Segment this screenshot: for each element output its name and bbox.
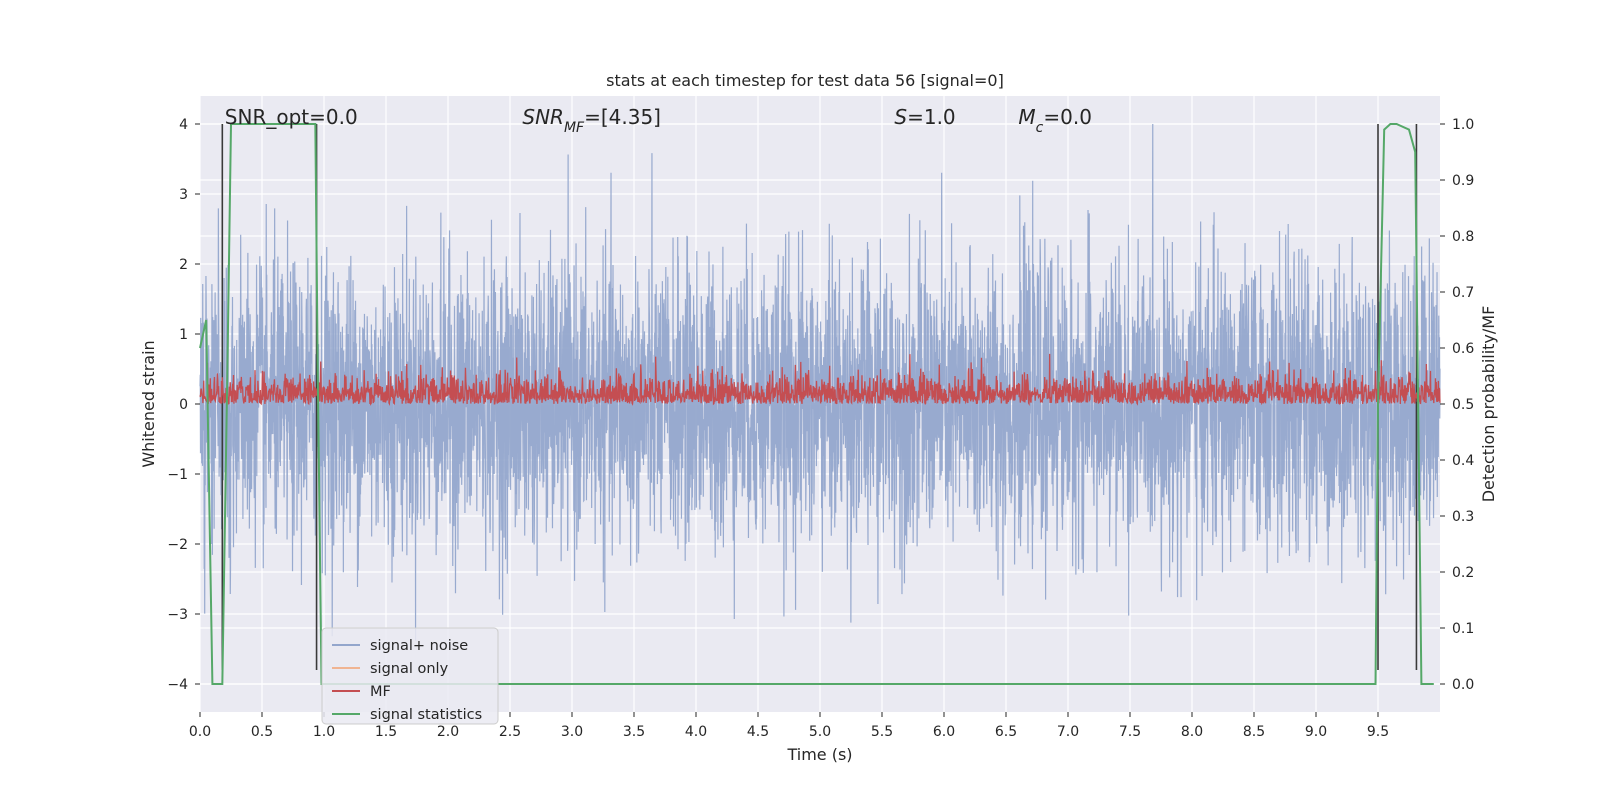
y2-tick-label-5: 0.5 [1452,397,1474,413]
x-tick-label-3: 1.5 [375,724,397,740]
x-tick-label-1: 0.5 [251,724,273,740]
y2-tick-labels: 0.0 0.1 0.2 0.3 0.4 0.5 0.6 0.7 0.8 0.9 1.0 [1440,117,1474,693]
y-tick-label-7: 3 [179,187,188,203]
x-tick-label-18: 9.0 [1305,724,1327,740]
y2-tick-label-2: 0.2 [1452,565,1474,581]
legend-label-2: MF [370,684,391,700]
y-tick-label-5: 1 [179,327,188,343]
x-tick-label-6: 3.0 [561,724,583,740]
y2-tick-label-7: 0.7 [1452,285,1474,301]
y2-tick-label-8: 0.8 [1452,229,1474,245]
y-tick-labels: −4 −3 −2 −1 0 1 2 3 4 [167,117,200,693]
y2-tick-label-4: 0.4 [1452,453,1474,469]
x-tick-label-8: 4.0 [685,724,707,740]
y-tick-label-4: 0 [179,397,188,413]
x-tick-label-17: 8.5 [1243,724,1265,740]
x-tick-label-5: 2.5 [499,724,521,740]
legend-box [321,627,499,725]
y-tick-label-6: 2 [179,257,188,273]
legend-label-3: signal statistics [370,707,482,723]
x-tick-label-0: 0.0 [189,724,211,740]
annotation-3: Mc=0.0 [1018,105,1092,136]
x-tick-label-12: 6.0 [933,724,955,740]
x-tick-label-16: 8.0 [1181,724,1203,740]
y2-tick-label-10: 1.0 [1452,117,1474,133]
x-tick-label-14: 7.0 [1057,724,1079,740]
x-tick-label-10: 5.0 [809,724,831,740]
x-tick-label-4: 2.0 [437,724,459,740]
y-tick-label-3: −1 [167,467,188,483]
chart-title: stats at each timestep for test data 56 … [606,71,1004,90]
x-tick-labels: 0.0 0.5 1.0 1.5 2.0 2.5 3.0 3.5 4.0 4.5 5.0 5.5 6.0 6… [189,712,1389,740]
y2-axis-label: Detection probability/MF [1479,306,1498,503]
y2-tick-label-3: 0.3 [1452,509,1474,525]
mf-line [199,353,1441,406]
legend: signal+ noise signal only MF signal statist… [321,627,499,725]
annotation-0: SNR_opt=0.0 [225,105,358,129]
annotation-2: S=1.0 [894,105,955,129]
noise-line [199,123,1441,641]
legend-label-0: signal+ noise [370,638,468,654]
series-mf [199,353,1441,406]
legend-label-1: signal only [370,661,449,677]
x-tick-label-11: 5.5 [871,724,893,740]
x-tick-label-2: 1.0 [313,724,335,740]
y-tick-label-0: −4 [167,677,188,693]
series-signal-noise [199,123,1441,641]
y-axis-label: Whitened strain [139,340,158,467]
y2-tick-label-6: 0.6 [1452,341,1474,357]
x-tick-label-7: 3.5 [623,724,645,740]
y2-tick-label-0: 0.0 [1452,677,1474,693]
x-tick-label-15: 7.5 [1119,724,1141,740]
annotation-1: SNRMF=[4.35] [522,105,661,136]
x-tick-label-9: 4.5 [747,724,769,740]
x-tick-label-13: 6.5 [995,724,1017,740]
y-tick-label-2: −2 [167,537,188,553]
x-tick-label-19: 9.5 [1367,724,1389,740]
y2-tick-label-9: 0.9 [1452,173,1474,189]
y-tick-label-8: 4 [179,117,188,133]
annotations: SNR_opt=0.0 SNRMF=[4.35] S=1.0 Mc=0.0 [225,105,1092,136]
y-tick-label-1: −3 [167,607,188,623]
x-axis-label: Time (s) [786,745,852,764]
y2-tick-label-1: 0.1 [1452,621,1474,637]
